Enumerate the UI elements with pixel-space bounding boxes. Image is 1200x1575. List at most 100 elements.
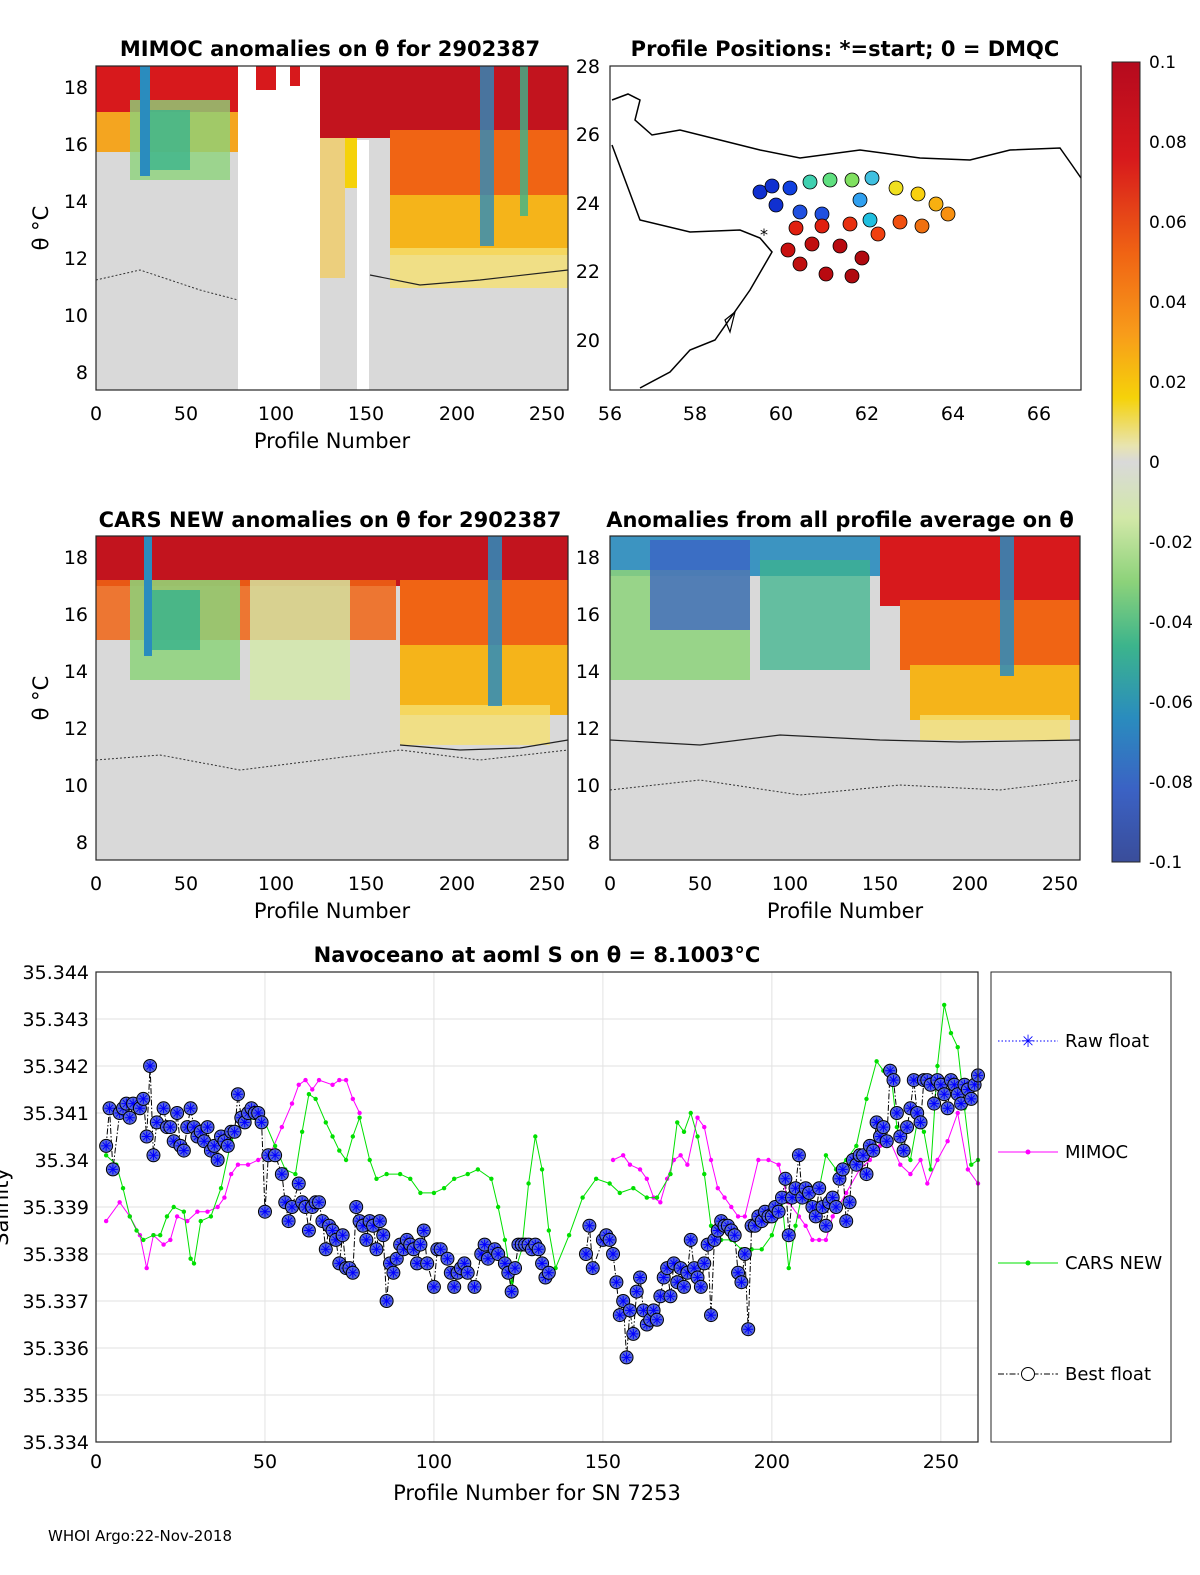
point-cars-new [654,1195,660,1200]
point-cars-new [418,1190,423,1196]
point-raw-float [668,1258,679,1269]
point-raw-float [124,1112,135,1123]
point-raw-float [662,1263,673,1274]
legend-entry-raw-float: ✳ Raw float [998,1031,1149,1052]
point-raw-float [134,1103,145,1114]
point-mimoc [228,1171,234,1177]
point-raw-float [787,1192,798,1203]
point-raw-float [777,1192,787,1203]
point-raw-float [942,1103,953,1114]
colorbar-ticks: 0.1 0.08 0.06 0.04 0.02 0 -0.02 -0.04 -0… [1149,53,1193,873]
cars-contour-b [399,739,569,751]
point-raw-float [952,1089,963,1100]
point-mimoc [245,1162,251,1167]
point-mimoc [316,1077,322,1083]
allavg-ytick: 8 [588,832,600,854]
point-cars-new [533,1134,538,1139]
mimoc-xticks: 0 50 100 150 200 250 [90,403,565,425]
point-raw-float [503,1267,514,1278]
point-raw-float [844,1197,855,1208]
point-raw-float [537,1258,548,1269]
point-mimoc [117,1200,122,1205]
point-mimoc [103,1218,109,1224]
point-cars-new [955,1045,960,1050]
allavg-ytick: 12 [576,718,600,740]
point-cars-new [330,1134,335,1139]
point-raw-float [185,1103,196,1114]
mimoc-ytick: 14 [64,191,88,213]
point-raw-float [138,1093,149,1104]
point-cars-new [313,1096,318,1102]
colorbar-tick: -0.06 [1149,693,1193,713]
point-mimoc [776,1162,781,1167]
cars-xtick: 50 [174,873,198,895]
y-tick-label: 35.339 [23,1197,89,1219]
point-mimoc [296,1082,301,1088]
point-raw-float [956,1098,967,1109]
point-raw-float [253,1108,264,1118]
point-raw-float [172,1108,183,1118]
footer-note: WHOI Argo:22-Nov-2018 [48,1527,232,1545]
point-raw-float [256,1117,267,1128]
allavg-heatmap [609,536,1081,860]
point-raw-float [435,1244,446,1255]
track-point [752,184,768,200]
point-raw-float [858,1150,869,1161]
x-tick-label: 150 [585,1451,621,1473]
point-raw-float [817,1202,828,1212]
point-mimoc [702,1124,707,1130]
point-cars-new [526,1181,531,1186]
point-raw-float [868,1145,879,1156]
point-raw-float [442,1253,453,1264]
point-mimoc [722,1195,727,1200]
legend-mimoc-label: MIMOC [1065,1142,1128,1163]
point-raw-float [371,1244,382,1255]
track-point [792,204,808,220]
colorbar-tick: -0.08 [1149,773,1193,793]
point-cars-new [495,1204,501,1210]
track-point [914,218,930,234]
track-point [852,192,868,208]
y-tick-label: 35.343 [23,1009,89,1031]
cars-contour-a [95,749,569,771]
positions-ytick: 20 [576,330,600,352]
chart-yticks: 35.334 35.335 35.336 35.337 35.338 35.339 35.3… [23,962,89,1454]
point-cars-new [397,1171,403,1177]
coastline [611,93,1082,389]
allavg-yticks: 8 10 12 14 16 18 [576,547,600,854]
track-point [780,242,796,258]
cars-ytick: 10 [64,775,88,797]
cars-ytick: 12 [64,718,88,740]
point-raw-float [885,1065,896,1076]
point-raw-float [158,1103,169,1114]
point-raw-float [327,1225,338,1236]
point-cars-new [374,1176,379,1182]
point-cars-new [127,1214,132,1219]
allavg-ytick: 10 [576,775,600,797]
point-raw-float [624,1305,635,1316]
point-mimoc [935,1157,940,1163]
cars-heatmap [95,536,569,860]
positions-axes-box [609,65,1082,391]
point-cars-new [343,1157,349,1163]
cars-ytick: 18 [64,547,88,569]
point-raw-float [608,1249,619,1259]
point-mimoc [715,1186,720,1191]
legend-raw-marker: ✳ [1021,1032,1035,1052]
point-cars-new [948,1030,954,1036]
legend-cars-marker [1025,1260,1031,1266]
legend-box [990,971,1172,1443]
point-cars-new [367,1157,372,1163]
mimoc-warm-band-b [320,66,568,138]
point-mimoc [303,1077,308,1083]
positions-ytick: 24 [576,193,600,215]
point-mimoc [144,1265,149,1271]
y-tick-label: 35.344 [23,962,89,984]
point-raw-float [104,1103,115,1114]
positions-xtick: 66 [1027,403,1051,425]
mimoc-ytick: 8 [76,362,88,384]
allavg-blue-streak [1000,536,1014,676]
colorbar-tick: 0.08 [1149,133,1187,153]
point-mimoc [279,1124,285,1130]
chart-series [99,1002,985,1365]
